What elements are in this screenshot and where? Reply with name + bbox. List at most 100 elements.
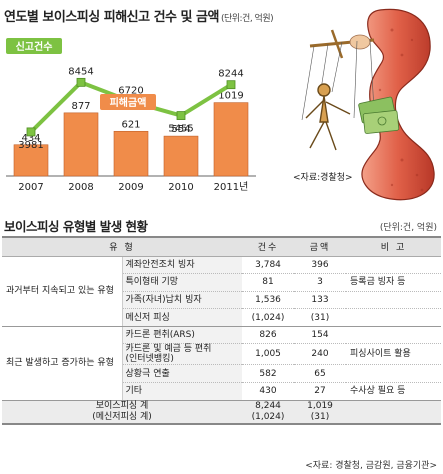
line-point bbox=[76, 77, 86, 87]
amount-cell: 396 bbox=[294, 256, 347, 275]
handset-body bbox=[361, 8, 435, 201]
type-cell: 특이형태 기망 bbox=[121, 273, 243, 292]
type-cell: 가족(자녀)납치 빙자 bbox=[121, 291, 243, 310]
header-count: 건수 bbox=[242, 236, 295, 257]
hand bbox=[349, 34, 371, 50]
amount-cell: 133 bbox=[294, 291, 347, 310]
amount-cell: 3 bbox=[294, 273, 347, 292]
bar-value-label: 877 bbox=[71, 101, 90, 112]
note-cell: 피싱사이트 활용 bbox=[346, 343, 442, 366]
note-cell: 등록금 빙자 등 bbox=[346, 273, 442, 292]
note-cell bbox=[346, 326, 442, 345]
amount-cell: 27 bbox=[294, 382, 347, 401]
line-point bbox=[226, 80, 236, 90]
x-tick-label: 2010 bbox=[168, 182, 193, 193]
x-tick-label: 2008 bbox=[68, 182, 93, 193]
table-title: 보이스피싱 유형별 발생 현황 bbox=[4, 219, 148, 234]
bar bbox=[63, 112, 99, 177]
fraud-type-table: 유 형 건수 금액 비 고 과거부터 지속되고 있는 유형 계좌안전조치 빙자 … bbox=[2, 236, 442, 425]
source-note: <자료: 경찰청, 금감원, 금융기관> bbox=[305, 461, 437, 471]
chart-title-text: 연도별 보이스피싱 피해신고 건수 및 금액 bbox=[4, 10, 219, 25]
bar-value-label: 434 bbox=[21, 133, 40, 144]
x-tick-label: 2011년 bbox=[214, 181, 249, 193]
type-cell: 카드론 및 예금 등 편취 (인터넷뱅킹) bbox=[121, 343, 243, 366]
type-cell: 기타 bbox=[121, 382, 243, 401]
note-cell: 수사상 필요 등 bbox=[346, 382, 442, 401]
line-point bbox=[26, 127, 36, 137]
table-row: 메신저 피싱 (1,024) (31) bbox=[2, 308, 442, 327]
line-value-label: 5455 bbox=[168, 124, 193, 135]
bar-value-label: 554 bbox=[171, 124, 190, 135]
total-label-cell: 보이스피싱 계 (메신저피싱 계) bbox=[2, 400, 243, 425]
header-amount: 금액 bbox=[294, 236, 347, 257]
total-count: 8,244 bbox=[255, 400, 281, 411]
bar bbox=[163, 135, 199, 177]
table-row: 상황극 연출 582 65 bbox=[2, 364, 442, 384]
count-cell: 3,784 bbox=[242, 256, 295, 275]
total-count-sub: (1,024) bbox=[251, 411, 285, 422]
type-line: (인터넷뱅킹) bbox=[125, 354, 174, 365]
total-amount: 1,019 bbox=[307, 400, 333, 411]
x-tick-label: 2009 bbox=[118, 182, 143, 193]
illustration-caption: <자료:경찰청> bbox=[291, 170, 355, 183]
count-cell: 826 bbox=[242, 326, 295, 345]
bar-series-tag: 피해금액 bbox=[110, 96, 147, 109]
header-note: 비 고 bbox=[346, 236, 442, 257]
count-cell: 582 bbox=[242, 364, 295, 384]
chart-unit: (단위:건, 억원) bbox=[220, 14, 274, 24]
category-cell: 최근 발생하고 증가하는 유형 bbox=[2, 326, 122, 401]
table-unit: (단위:건, 억원) bbox=[379, 223, 437, 233]
combo-chart: 434 2007 877 2008 621 2009 554 2010 1019 2011년 398… bbox=[6, 38, 256, 193]
total-count-cell: 8,244 (1,024) bbox=[242, 400, 295, 425]
count-cell: 1,536 bbox=[242, 291, 295, 310]
bar bbox=[213, 102, 249, 177]
count-cell: (1,024) bbox=[242, 308, 295, 327]
note-cell bbox=[346, 308, 442, 327]
type-cell: 계좌안전조치 빙자 bbox=[121, 256, 243, 275]
line-value-label: 3981 bbox=[18, 140, 43, 151]
category-cell: 과거부터 지속되고 있는 유형 bbox=[2, 256, 122, 327]
money-bills bbox=[358, 96, 400, 134]
chart-title: 연도별 보이스피싱 피해신고 건수 및 금액 (단위:건, 억원) bbox=[4, 6, 274, 25]
bar-value-label: 1019 bbox=[218, 91, 243, 102]
count-cell: 81 bbox=[242, 273, 295, 292]
telephone-handset-puppet-icon bbox=[301, 8, 435, 201]
table-row: 최근 발생하고 증가하는 유형 카드론 편취(ARS) 826 154 bbox=[2, 326, 442, 401]
header-type: 유 형 bbox=[2, 236, 243, 257]
type-cell: 메신저 피싱 bbox=[121, 308, 243, 327]
puppet-figure bbox=[305, 83, 351, 151]
table-row: 기타 430 27 수사상 필요 등 bbox=[2, 382, 442, 401]
note-cell bbox=[346, 364, 442, 384]
total-row: 보이스피싱 계 (메신저피싱 계) 8,244 (1,024) 1,019 (3… bbox=[2, 400, 442, 425]
bar bbox=[13, 144, 49, 177]
line-point bbox=[176, 111, 186, 120]
table-row: 카드론 및 예금 등 편취 (인터넷뱅킹) 1,005 240 피싱사이트 활용 bbox=[2, 343, 442, 366]
bar bbox=[113, 130, 149, 177]
table-row: 특이형태 기망 81 3 등록금 빙자 등 bbox=[2, 273, 442, 292]
note-cell bbox=[346, 256, 442, 275]
total-label-sub: (메신저피싱 계) bbox=[92, 411, 152, 422]
table-row: 과거부터 지속되고 있는 유형 계좌안전조치 빙자 3,784 396 bbox=[2, 256, 442, 327]
amount-cell: 240 bbox=[294, 343, 347, 366]
total-note-cell bbox=[346, 400, 442, 425]
type-line: 카드론 및 예금 등 편취 bbox=[125, 344, 212, 355]
type-cell: 카드론 편취(ARS) bbox=[121, 326, 243, 345]
count-cell: 1,005 bbox=[242, 343, 295, 366]
note-cell bbox=[346, 291, 442, 310]
type-cell: 상황극 연출 bbox=[121, 364, 243, 384]
amount-cell: (31) bbox=[294, 308, 347, 327]
line-series-tag: 신고건수 bbox=[16, 40, 53, 53]
total-amount-sub: (31) bbox=[310, 411, 330, 422]
total-amount-cell: 1,019 (31) bbox=[294, 400, 347, 425]
amount-cell: 154 bbox=[294, 326, 347, 345]
line-value-label: 8454 bbox=[68, 66, 93, 77]
line-value-label: 8244 bbox=[218, 69, 243, 80]
line-value-label: 6720 bbox=[118, 86, 143, 97]
x-tick-label: 2007 bbox=[18, 182, 43, 193]
total-label: 보이스피싱 계 bbox=[95, 400, 149, 411]
table-row: 가족(자녀)납치 빙자 1,536 133 bbox=[2, 291, 442, 310]
bar-series-tag-bg bbox=[100, 94, 156, 110]
count-cell: 430 bbox=[242, 382, 295, 401]
bar-value-label: 621 bbox=[121, 119, 140, 130]
line-series-tag-bg bbox=[6, 38, 62, 54]
